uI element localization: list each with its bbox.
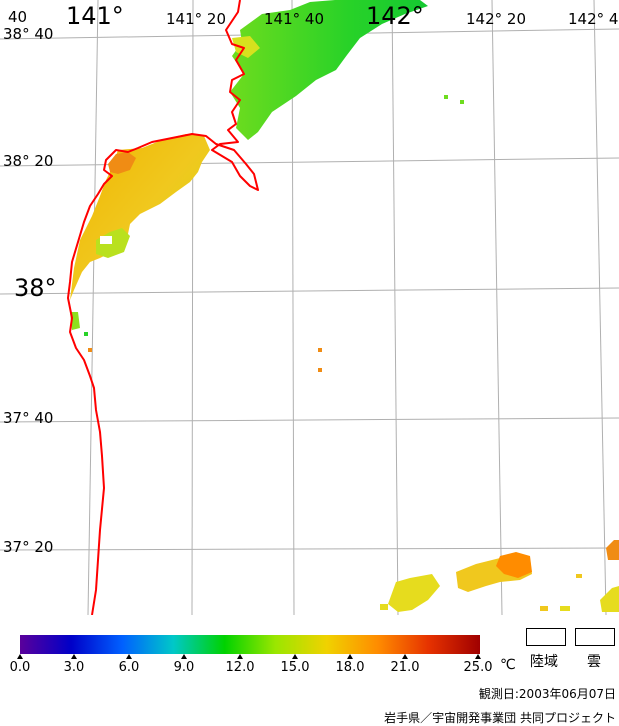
grid-lat-line: [0, 547, 619, 551]
grid-lon-line: [491, 0, 503, 615]
grid-lon-line: [291, 0, 295, 615]
land-label: 陸域: [530, 654, 558, 670]
lon-label: 142° 4: [568, 10, 619, 28]
sst-patch-north: [230, 0, 428, 140]
scale-tick: [181, 654, 187, 659]
sst-patch-south-4: [600, 586, 619, 612]
sst-patch-south-5: [606, 540, 619, 560]
grid-lat-line: [0, 287, 619, 295]
sst-pixel: [460, 100, 464, 104]
scale-tick-label: 3.0: [63, 660, 85, 675]
lat-label: 38°: [14, 274, 57, 302]
scale-tick-label: 18.0: [335, 660, 365, 675]
graticule: [0, 0, 619, 615]
lon-label: 142° 20: [466, 10, 526, 28]
sst-cloud-gap: [100, 236, 112, 244]
scale-tick: [402, 654, 408, 659]
grid-lat-line: [0, 417, 619, 423]
sst-pixel: [540, 606, 548, 611]
land-swatch: [526, 628, 566, 646]
lat-label: 38° 40: [3, 25, 54, 43]
sst-patch-north-yellow: [232, 36, 260, 58]
unit-label: ℃: [500, 657, 516, 673]
lon-label: 142°: [366, 2, 424, 30]
sst-pixel: [380, 604, 388, 610]
coastline: [67, 0, 259, 615]
sst-patches: [70, 0, 619, 612]
observation-date: 観測日:2003年06月07日: [478, 687, 616, 701]
sst-patch-bay-green: [96, 228, 130, 258]
scale-tick: [292, 654, 298, 659]
lon-label: 141° 40: [264, 10, 324, 28]
scale-tick: [17, 654, 23, 659]
scale-tick: [347, 654, 353, 659]
scale-tick-label: 15.0: [280, 660, 310, 675]
sst-pixel: [444, 95, 448, 99]
grid-lon-line: [593, 0, 607, 615]
scale-tick: [475, 654, 481, 659]
sst-map: 38° 40 38° 20 38° 37° 40 37° 20 40 141° …: [0, 0, 619, 615]
scale-tick: [71, 654, 77, 659]
cloud-swatch: [575, 628, 615, 646]
temperature-color-scale: [20, 635, 480, 654]
lon-label: 40: [8, 8, 28, 26]
credit-line: 岩手県／宇宙開発事業団 共同プロジェクト: [384, 711, 616, 725]
grid-lon-line: [191, 0, 194, 615]
sst-patch-bay: [70, 134, 210, 300]
sst-pixel: [318, 368, 322, 372]
scale-tick: [126, 654, 132, 659]
grid-lon-line: [391, 0, 399, 615]
sst-pixel: [318, 348, 322, 352]
scale-tick-label: 21.0: [390, 660, 420, 675]
sst-pixel: [84, 332, 88, 336]
lat-label: 37° 40: [3, 409, 54, 427]
scale-tick-label: 6.0: [118, 660, 140, 675]
sst-patch-south-1: [388, 574, 440, 612]
sst-pixel: [88, 348, 92, 352]
lon-label: 141° 20: [166, 10, 226, 28]
scale-tick-label: 12.0: [225, 660, 255, 675]
grid-lon-line: [87, 0, 99, 615]
cloud-label: 雲: [587, 654, 601, 670]
sst-patch-bay-orange: [108, 152, 136, 174]
scale-tick-label: 25.0: [463, 660, 493, 675]
scale-tick-label: 9.0: [173, 660, 195, 675]
scale-tick: [237, 654, 243, 659]
lon-label: 141°: [66, 2, 124, 30]
lat-label: 37° 20: [3, 538, 54, 556]
lat-label: 38° 20: [3, 152, 54, 170]
scale-tick-label: 0.0: [9, 660, 31, 675]
map-canvas: [0, 0, 619, 615]
sst-patch-south-3: [496, 552, 532, 578]
sst-pixel: [576, 574, 582, 578]
grid-lat-line: [0, 157, 619, 167]
sst-pixel: [560, 606, 570, 611]
